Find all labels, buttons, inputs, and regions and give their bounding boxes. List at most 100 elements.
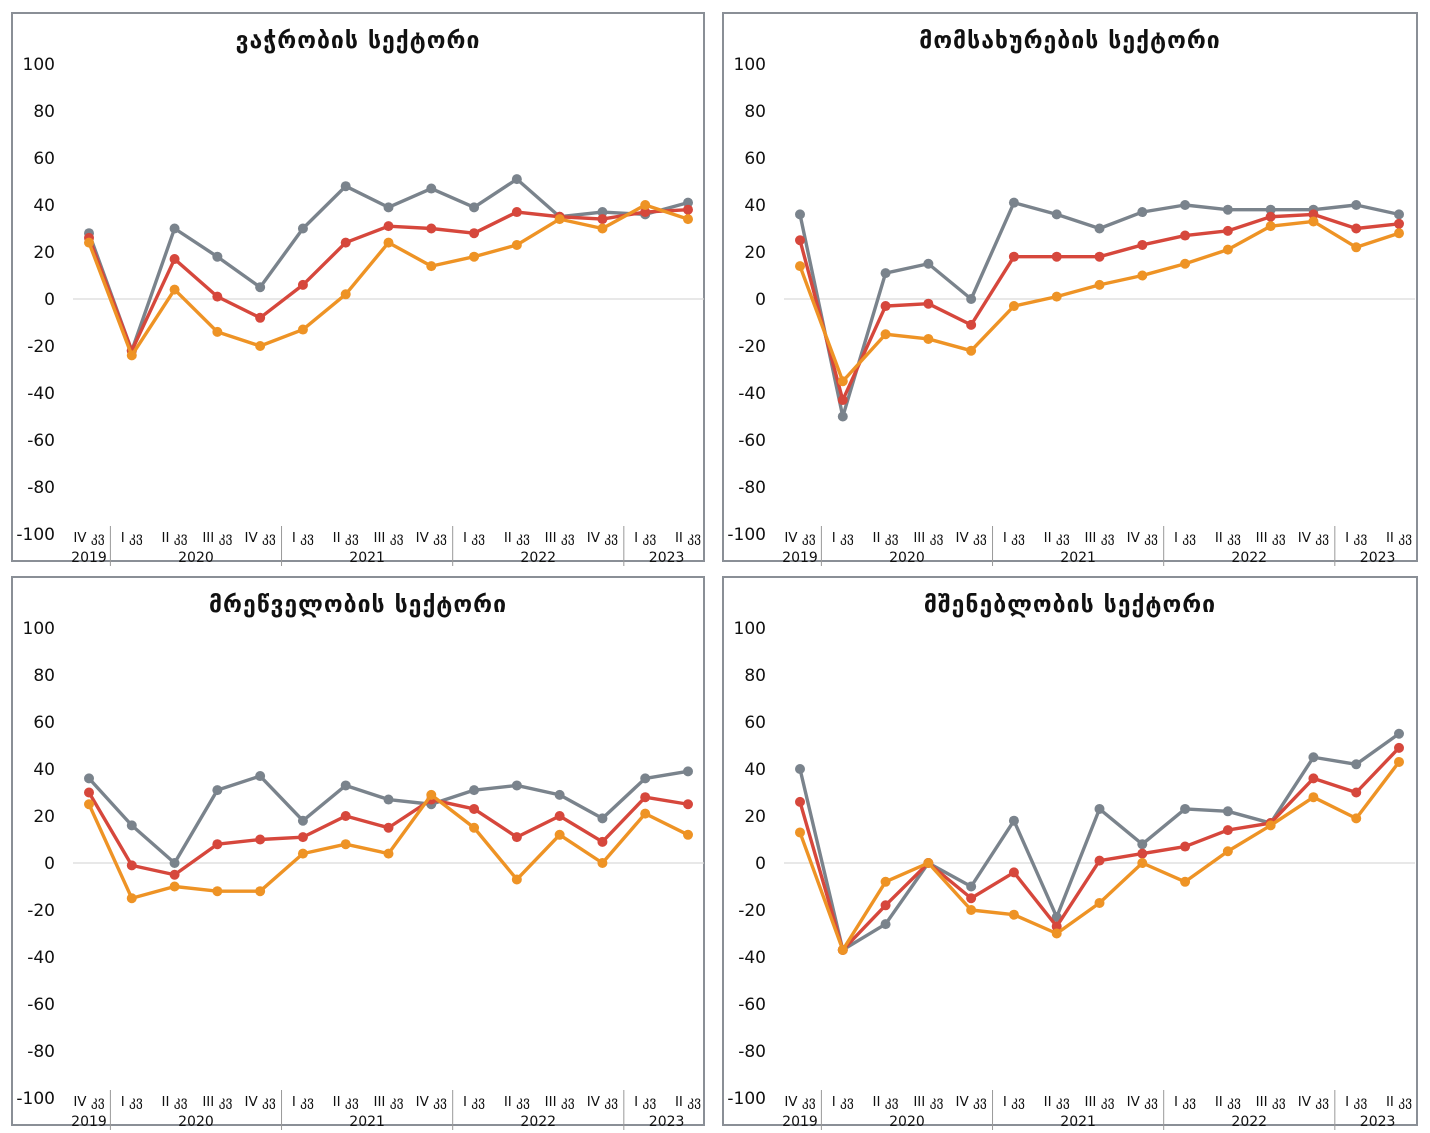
x-year-label: 2021 — [349, 1114, 385, 1130]
x-year-label: 2019 — [782, 1114, 818, 1130]
data-point — [1180, 200, 1191, 210]
chart-svg-construction: 100 80 60 40 20 0 -20 -40 -60 -80 -100 IV კვ I კვ II … — [727, 619, 1415, 1130]
data-point — [126, 860, 137, 871]
data-point — [554, 214, 565, 225]
chart-svg-industry: 100 80 60 40 20 0 -20 -40 -60 -80 -100 IV კვ I კვ II … — [16, 619, 704, 1130]
data-point — [1008, 197, 1019, 208]
data-point — [1308, 209, 1319, 220]
y-tick-label: -20 — [27, 901, 55, 921]
data-point — [511, 207, 522, 218]
data-point — [212, 886, 223, 897]
y-tick-label: -20 — [27, 337, 55, 357]
data-point — [683, 197, 693, 208]
data-point — [511, 780, 522, 791]
chart-title: მშენებლობის სექტორი — [923, 592, 1217, 618]
data-point — [1308, 792, 1319, 803]
data-point — [1351, 200, 1362, 210]
data-point — [966, 319, 977, 330]
data-point — [554, 829, 565, 840]
y-tick-label: -40 — [738, 948, 766, 968]
data-point — [1180, 230, 1191, 241]
data-point — [1137, 858, 1148, 868]
data-point — [297, 279, 308, 290]
y-tick-label: 20 — [744, 243, 766, 263]
data-point — [1308, 216, 1319, 227]
y-tick-label: 100 — [734, 55, 766, 75]
x-tick-label: I კვ — [832, 1094, 854, 1110]
data-point — [597, 836, 608, 847]
x-tick-label: I კვ — [634, 530, 656, 546]
data-point — [1180, 841, 1191, 852]
data-point — [340, 289, 351, 300]
y-tick-label: 20 — [744, 807, 766, 827]
x-year-label: 2022 — [1231, 1114, 1267, 1130]
data-point — [169, 254, 180, 265]
x-tick-label: III კვ — [1084, 1094, 1114, 1110]
data-point — [255, 312, 266, 323]
data-point — [297, 848, 308, 859]
x-tick-label: I კვ — [1174, 530, 1196, 546]
data-point — [126, 893, 137, 904]
x-tick-label: IV კვ — [955, 1094, 986, 1110]
data-point — [923, 333, 934, 344]
x-year-label: 2022 — [520, 1114, 556, 1130]
data-point — [297, 223, 308, 234]
data-point — [383, 822, 394, 833]
data-point — [880, 900, 891, 911]
x-tick-label: IV კვ — [587, 530, 618, 546]
data-point — [383, 794, 394, 805]
y-tick-label: 80 — [33, 666, 55, 686]
chart-title: მომსახურების სექტორი — [919, 28, 1221, 54]
x-tick-label: I კვ — [1345, 1094, 1367, 1110]
y-tick-label: 40 — [33, 760, 55, 780]
x-tick-label: II კვ — [873, 530, 899, 546]
y-tick-label: -60 — [27, 995, 55, 1015]
x-tick-label: II კვ — [333, 530, 359, 546]
data-point — [1265, 211, 1276, 222]
data-point — [795, 827, 805, 838]
data-point — [880, 876, 891, 887]
x-tick-label: IV კვ — [1298, 530, 1329, 546]
data-point — [1308, 752, 1319, 763]
x-tick-label: I კვ — [1345, 530, 1367, 546]
x-tick-label: III კვ — [1084, 530, 1114, 546]
data-point — [1180, 258, 1191, 269]
series-line-1 — [798, 732, 1400, 952]
x-tick-label: IV კვ — [73, 530, 104, 546]
x-tick-label: II კვ — [162, 1094, 188, 1110]
data-point — [340, 237, 351, 248]
data-point — [923, 858, 934, 868]
x-year-label: 2020 — [889, 550, 925, 566]
x-tick-label: IV კვ — [784, 530, 815, 546]
x-tick-label: IV კვ — [784, 1094, 815, 1110]
data-point — [640, 792, 651, 803]
x-tick-label: II კვ — [504, 1094, 530, 1110]
data-point — [1180, 876, 1191, 887]
y-tick-label: 80 — [33, 102, 55, 122]
data-point — [84, 787, 94, 798]
data-point — [1137, 839, 1148, 850]
x-tick-label: I კვ — [292, 530, 314, 546]
x-tick-label: III კვ — [373, 1094, 403, 1110]
data-point — [795, 209, 805, 220]
x-year-label: 2019 — [71, 550, 107, 566]
y-tick-label: -80 — [738, 1042, 766, 1062]
data-point — [880, 919, 891, 930]
data-point — [426, 789, 437, 800]
x-tick-label: II კვ — [1044, 1094, 1070, 1110]
data-point — [1137, 848, 1148, 859]
data-point — [640, 200, 651, 210]
data-point — [1008, 301, 1019, 312]
data-point — [1051, 251, 1062, 262]
data-point — [1008, 909, 1019, 920]
data-point — [169, 869, 180, 880]
data-point — [297, 324, 308, 335]
y-tick-label: 0 — [755, 854, 766, 874]
data-point — [683, 799, 693, 810]
data-point — [1351, 759, 1362, 770]
series-line-3 — [798, 219, 1400, 383]
data-point — [1094, 855, 1105, 866]
data-point — [212, 251, 223, 262]
y-tick-label: 40 — [744, 760, 766, 780]
data-point — [1222, 825, 1233, 836]
